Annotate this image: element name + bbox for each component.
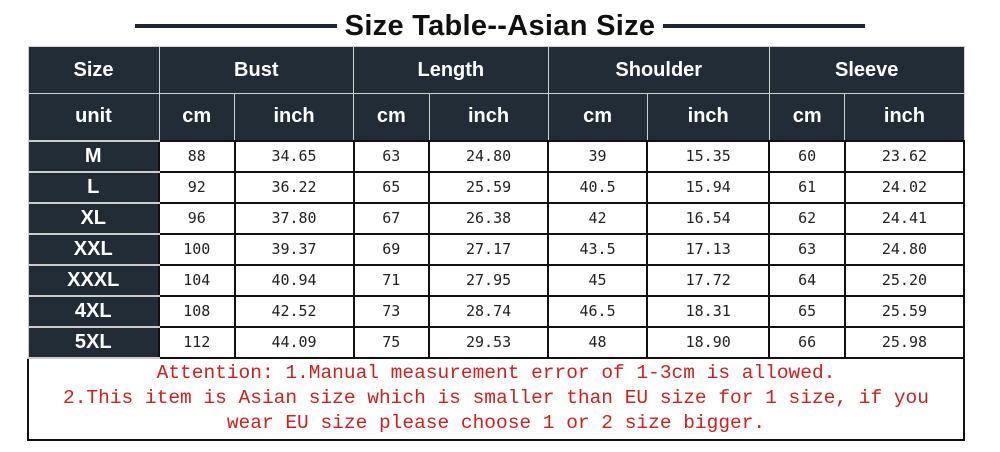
measurement-cell: 61 — [768, 170, 846, 204]
measurement-cell: 69 — [352, 232, 431, 266]
measurement-cell: 92 — [158, 170, 236, 204]
measurement-cell: 64 — [768, 263, 846, 297]
measurement-cell: 23.62 — [843, 139, 966, 173]
measurement-cell: 65 — [768, 294, 846, 328]
title-rule-left — [134, 24, 337, 28]
measurement-cell: 104 — [158, 263, 236, 297]
measurement-cell: 25.98 — [843, 325, 966, 359]
measurement-cell: 25.59 — [843, 294, 966, 328]
measurement-cell: 63 — [768, 232, 846, 266]
size-label: XXL — [27, 232, 160, 266]
measurement-cell: 24.80 — [843, 232, 966, 266]
measurement-cell: 46.5 — [547, 294, 649, 328]
measurement-cell: 18.31 — [646, 294, 771, 328]
measurement-cell: 73 — [352, 294, 431, 328]
header-shoulder: Shoulder — [547, 46, 770, 94]
measurement-cell: 16.54 — [646, 201, 771, 235]
table-row: XXL 100 39.37 69 27.17 43.5 17.13 63 24.80 — [27, 232, 966, 266]
measurement-cell: 42 — [547, 201, 649, 235]
table-row: 5XL 112 44.09 75 29.53 48 18.90 66 25.98 — [27, 325, 966, 359]
table-row: 4XL 108 42.52 73 28.74 46.5 18.31 65 25.59 — [27, 294, 966, 328]
unit-header: inch — [844, 93, 965, 141]
measurement-cell: 66 — [768, 325, 846, 359]
attention-note: Attention: 1.Manual measurement error of… — [27, 356, 965, 441]
unit-header: inch — [233, 93, 355, 141]
unit-header: inch — [646, 93, 770, 141]
size-label: 5XL — [27, 325, 160, 359]
measurement-cell: 25.20 — [843, 263, 966, 297]
note-line-1: Attention: 1.Manual measurement error of… — [156, 362, 836, 384]
measurement-cell: 112 — [158, 325, 236, 359]
measurement-cell: 67 — [352, 201, 431, 235]
header-row-groups: Size Bust Length Shoulder Sleeve — [27, 46, 965, 94]
size-label: XXXL — [27, 263, 160, 297]
note-line-2: 2.This item is Asian size which is small… — [63, 387, 929, 434]
measurement-cell: 15.35 — [646, 139, 771, 173]
measurement-cell: 48 — [547, 325, 649, 359]
table-row: XL 96 37.80 67 26.38 42 16.54 62 24.41 — [27, 201, 966, 235]
size-label: L — [27, 170, 160, 204]
header-unit: unit — [27, 93, 160, 141]
measurement-cell: 25.59 — [428, 170, 550, 204]
measurement-cell: 26.38 — [428, 201, 550, 235]
measurement-cell: 24.02 — [843, 170, 966, 204]
measurement-cell: 75 — [352, 325, 431, 359]
header-row-units: unit cm inch cm inch cm inch cm inch — [27, 93, 965, 141]
measurement-cell: 88 — [158, 139, 236, 173]
measurement-cell: 71 — [352, 263, 431, 297]
unit-header: cm — [353, 93, 430, 141]
page-title: Size Table--Asian Size — [344, 9, 656, 42]
unit-header: inch — [428, 93, 549, 141]
measurement-cell: 40.94 — [233, 263, 355, 297]
measurement-cell: 62 — [768, 201, 846, 235]
measurement-cell: 108 — [158, 294, 236, 328]
measurement-cell: 17.72 — [646, 263, 771, 297]
size-label: 4XL — [27, 294, 160, 328]
measurement-cell: 63 — [352, 139, 431, 173]
measurement-cell: 29.53 — [428, 325, 550, 359]
unit-header: cm — [768, 93, 846, 141]
header-size: Size — [27, 46, 160, 94]
header-sleeve: Sleeve — [768, 46, 965, 94]
measurement-cell: 27.95 — [428, 263, 550, 297]
measurement-cell: 24.41 — [843, 201, 966, 235]
measurement-cell: 96 — [158, 201, 236, 235]
size-label: M — [27, 139, 160, 173]
measurement-cell: 65 — [352, 170, 431, 204]
measurement-cell: 36.22 — [233, 170, 355, 204]
measurement-cell: 45 — [547, 263, 649, 297]
measurement-cell: 43.5 — [547, 232, 649, 266]
header-bust: Bust — [158, 46, 355, 94]
measurement-cell: 44.09 — [233, 325, 355, 359]
size-table: Size Bust Length Shoulder Sleeve unit cm… — [27, 46, 966, 441]
measurement-cell: 42.52 — [233, 294, 355, 328]
measurement-cell: 40.5 — [547, 170, 649, 204]
measurement-cell: 39.37 — [233, 232, 355, 266]
measurement-cell: 37.80 — [233, 201, 355, 235]
title-bar: Size Table--Asian Size — [0, 6, 1000, 46]
title-rule-right — [663, 24, 866, 28]
measurement-cell: 34.65 — [233, 139, 355, 173]
measurement-cell: 27.17 — [428, 232, 550, 266]
measurement-cell: 39 — [547, 139, 649, 173]
header-length: Length — [353, 46, 549, 94]
unit-header: cm — [158, 93, 235, 141]
measurement-cell: 28.74 — [428, 294, 550, 328]
note-row: Attention: 1.Manual measurement error of… — [27, 356, 965, 441]
measurement-cell: 18.90 — [646, 325, 771, 359]
measurement-cell: 60 — [768, 139, 846, 173]
size-label: XL — [27, 201, 160, 235]
table-row: XXXL 104 40.94 71 27.95 45 17.72 64 25.20 — [27, 263, 966, 297]
measurement-cell: 24.80 — [428, 139, 550, 173]
measurement-cell: 17.13 — [646, 232, 771, 266]
unit-header: cm — [547, 93, 648, 141]
measurement-cell: 15.94 — [646, 170, 771, 204]
table-row: L 92 36.22 65 25.59 40.5 15.94 61 24.02 — [27, 170, 966, 204]
table-row: M 88 34.65 63 24.80 39 15.35 60 23.62 — [27, 139, 966, 173]
measurement-cell: 100 — [158, 232, 236, 266]
